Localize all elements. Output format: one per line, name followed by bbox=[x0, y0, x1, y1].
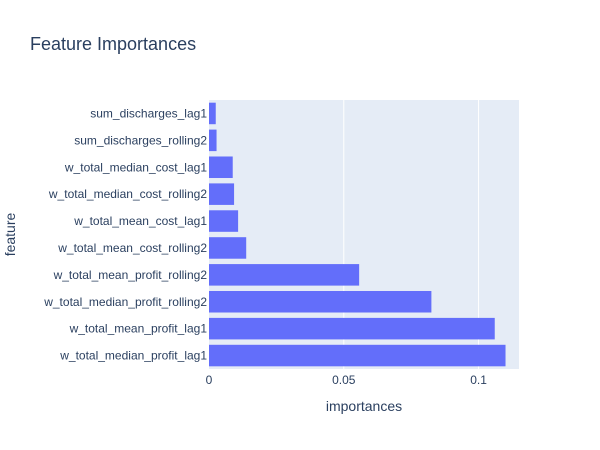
y-tick-label: w_total_median_profit_lag1 bbox=[59, 349, 207, 363]
y-tick-label: sum_discharges_lag1 bbox=[90, 106, 207, 120]
bar[interactable] bbox=[209, 344, 506, 367]
bar[interactable] bbox=[209, 290, 432, 313]
x-axis-label: importances bbox=[326, 398, 402, 414]
y-tick-label: w_total_median_cost_lag1 bbox=[64, 160, 207, 174]
bar[interactable] bbox=[209, 210, 239, 232]
bar[interactable] bbox=[209, 317, 495, 340]
y-tick-label: w_total_median_cost_rolling2 bbox=[48, 187, 207, 201]
y-tick-label: w_total_median_profit_rolling2 bbox=[43, 295, 207, 309]
bar[interactable] bbox=[209, 129, 217, 152]
y-tick-labels: sum_discharges_lag1 sum_discharges_rollin… bbox=[43, 106, 207, 362]
x-tick-label: 0 bbox=[206, 373, 213, 387]
y-axis-label: feature bbox=[2, 212, 18, 256]
y-tick-label: w_total_mean_cost_rolling2 bbox=[57, 241, 207, 255]
bar[interactable] bbox=[209, 183, 235, 205]
bars bbox=[209, 102, 506, 367]
x-tick-labels: 0 0.05 0.1 bbox=[206, 373, 488, 387]
bar[interactable] bbox=[209, 156, 233, 179]
chart-title: Feature Importances bbox=[30, 34, 196, 54]
x-tick-label: 0.1 bbox=[470, 373, 487, 387]
bar[interactable] bbox=[209, 264, 360, 286]
y-tick-label: sum_discharges_rolling2 bbox=[74, 133, 207, 147]
y-tick-label: w_total_mean_profit_rolling2 bbox=[53, 268, 208, 282]
x-tick-label: 0.05 bbox=[332, 373, 356, 387]
bar[interactable] bbox=[209, 237, 247, 259]
y-tick-label: w_total_mean_cost_lag1 bbox=[73, 214, 207, 228]
y-tick-label: w_total_mean_profit_lag1 bbox=[69, 322, 208, 336]
bar[interactable] bbox=[209, 102, 216, 125]
